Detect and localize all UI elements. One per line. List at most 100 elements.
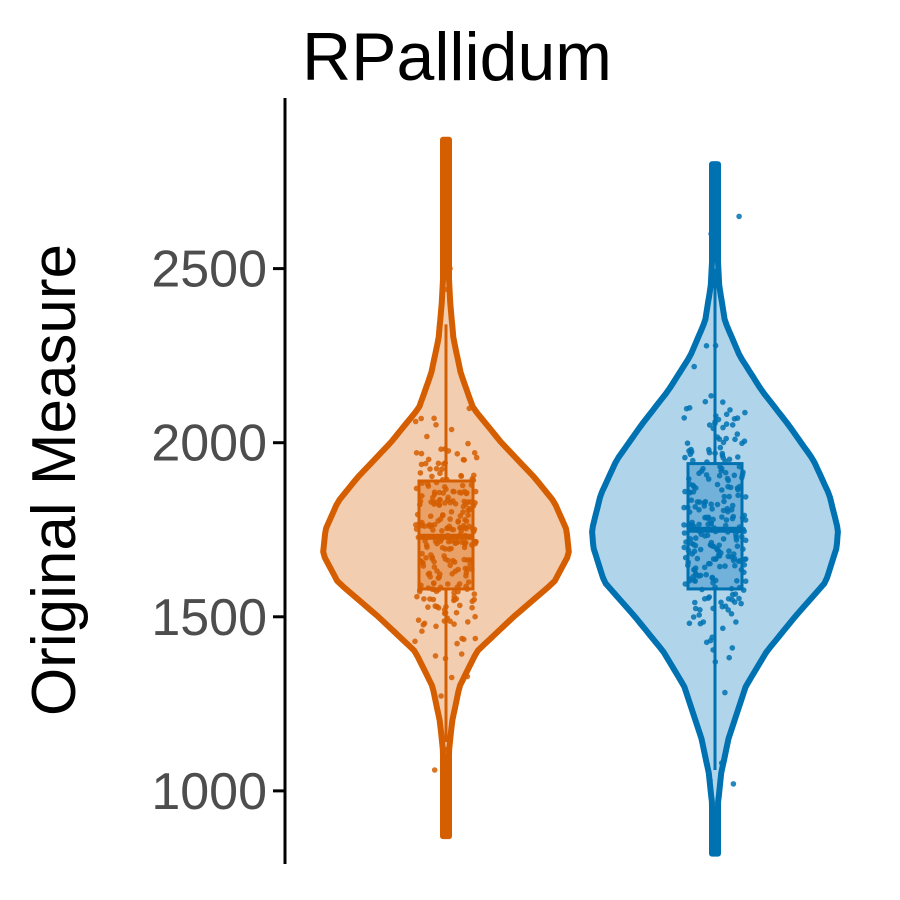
data-point (441, 618, 448, 624)
data-point (716, 472, 723, 479)
data-point (455, 566, 462, 573)
data-point (412, 418, 419, 425)
data-point (718, 599, 724, 606)
data-point (419, 550, 425, 557)
data-point (470, 477, 477, 484)
data-point (703, 472, 710, 478)
y-axis-ticks: 1000 1500 2000 2500 (151, 241, 285, 821)
data-point (433, 623, 439, 630)
data-point (463, 525, 470, 532)
data-point (734, 543, 741, 549)
data-point (455, 588, 461, 595)
data-point (459, 482, 466, 489)
data-point (732, 591, 739, 597)
data-point (439, 544, 446, 551)
data-point (681, 504, 687, 511)
data-point (471, 591, 478, 597)
data-point (431, 415, 437, 422)
data-point (451, 596, 458, 603)
data-point (690, 541, 697, 548)
data-point (710, 605, 716, 612)
data-point (442, 655, 449, 662)
outlier-point (736, 213, 742, 220)
data-point (425, 483, 432, 489)
data-point (686, 578, 693, 584)
data-point (447, 516, 453, 522)
data-point (418, 450, 425, 457)
data-point (684, 440, 691, 447)
data-point (710, 647, 716, 653)
y-tick-label: 2000 (151, 415, 267, 473)
data-point (710, 556, 717, 562)
data-point (710, 580, 716, 586)
data-point (718, 468, 724, 474)
data-point (733, 531, 739, 538)
outlier-point (447, 265, 453, 272)
data-point (427, 466, 433, 472)
jitter-points (681, 213, 749, 787)
data-point (430, 499, 437, 505)
data-point (739, 533, 745, 540)
data-point (465, 440, 471, 447)
data-point (464, 490, 470, 496)
data-point (440, 461, 447, 467)
data-point (735, 492, 741, 499)
data-point (682, 581, 689, 587)
data-point (714, 501, 721, 508)
data-point (740, 587, 747, 593)
outlier-point (444, 286, 451, 293)
data-point (736, 463, 743, 470)
data-point (729, 645, 736, 651)
data-point (687, 451, 694, 458)
data-point (738, 600, 744, 607)
data-point (417, 470, 424, 476)
data-point (421, 596, 427, 602)
data-point (460, 509, 466, 515)
data-point (736, 595, 742, 602)
data-point (413, 485, 420, 492)
data-point (725, 607, 731, 613)
data-point (694, 555, 701, 562)
data-point (700, 619, 707, 625)
data-point (731, 551, 737, 557)
data-point (463, 569, 470, 576)
data-point (445, 557, 451, 564)
data-point (447, 562, 454, 569)
data-point (473, 454, 480, 461)
data-point (435, 460, 442, 467)
data-point (424, 433, 430, 440)
data-point (721, 493, 728, 500)
data-point (733, 619, 739, 625)
data-point (419, 493, 425, 499)
data-point (703, 343, 710, 349)
data-point (462, 539, 469, 546)
y-tick-label: 1500 (151, 589, 267, 647)
data-point (690, 457, 696, 464)
outlier-point (443, 203, 450, 209)
data-point (698, 468, 705, 475)
data-point (713, 413, 719, 419)
data-point (453, 609, 460, 616)
data-point (448, 674, 455, 681)
data-point (458, 651, 465, 657)
data-point (424, 544, 430, 550)
data-point (460, 456, 467, 463)
data-point (725, 553, 732, 560)
data-point (433, 465, 440, 472)
data-point (458, 528, 465, 535)
data-point (430, 527, 436, 533)
data-point (740, 546, 746, 552)
data-point (683, 539, 689, 545)
data-point (467, 562, 473, 568)
data-point (431, 489, 438, 496)
data-point (732, 436, 738, 443)
data-point (718, 550, 724, 556)
data-point (699, 586, 705, 593)
data-point (445, 581, 451, 587)
plot-area (320, 136, 841, 857)
data-point (717, 463, 723, 470)
data-point (458, 473, 465, 480)
data-point (469, 566, 475, 573)
data-point (412, 638, 418, 645)
data-point (726, 456, 733, 463)
